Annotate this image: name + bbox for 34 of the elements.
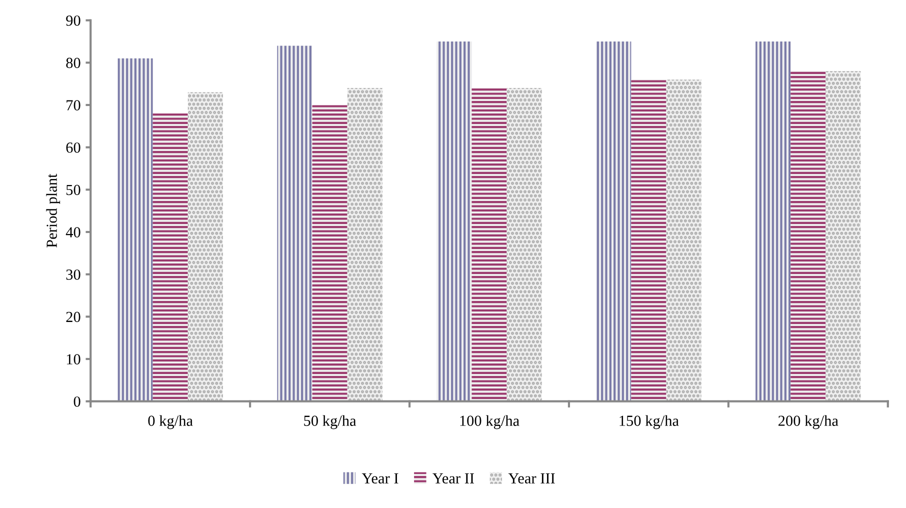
bar: [436, 41, 472, 402]
legend-label: Year I: [362, 473, 398, 484]
y-tick-label: 30: [66, 269, 80, 280]
x-tick-label: 150 kg/ha: [620, 415, 679, 430]
bar: [596, 41, 632, 402]
y-axis-title: Period plant: [46, 174, 60, 248]
legend-label: Year II: [432, 473, 474, 484]
bar: [118, 58, 153, 402]
bar: [152, 113, 188, 402]
bar: [826, 71, 861, 402]
bar: [347, 88, 382, 402]
x-tick-label: 100 kg/ha: [460, 415, 520, 430]
bar: [312, 104, 348, 402]
bar: [631, 80, 666, 402]
y-tick-label: 10: [66, 354, 80, 364]
bar: [506, 88, 542, 402]
bar: [790, 71, 826, 402]
bar: [188, 92, 223, 402]
bar: [756, 41, 791, 402]
x-tick-label: 200 kg/ha: [778, 415, 838, 430]
y-tick-label: 60: [66, 142, 80, 153]
x-tick-label: 0 kg/ha: [148, 415, 193, 430]
y-tick-label: 0: [74, 396, 80, 407]
x-tick-label: 50 kg/ha: [304, 415, 356, 430]
y-tick-label: 20: [66, 312, 80, 322]
y-tick-label: 80: [66, 58, 80, 68]
bar: [666, 80, 702, 402]
y-tick-label: 70: [66, 100, 80, 110]
legend-label: Year III: [508, 473, 555, 484]
bar: [277, 46, 312, 402]
bar: [472, 88, 507, 402]
y-tick-label: 90: [66, 15, 80, 26]
y-tick-label: 50: [66, 184, 80, 196]
y-tick-label: 40: [66, 227, 80, 238]
